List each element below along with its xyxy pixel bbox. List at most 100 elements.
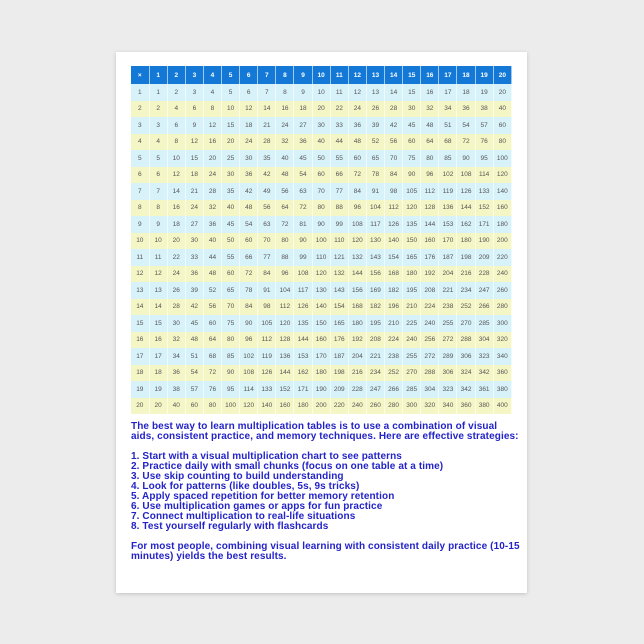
table-cell: 18: [167, 216, 186, 233]
table-cell: 33: [185, 249, 204, 266]
table-row: 7 7 14 21 28 35 42 49 56 63 70 77 84 91 98 105 112 119 126…: [131, 183, 513, 200]
table-cell: 24: [239, 133, 259, 150]
table-cell: 7: [149, 183, 168, 200]
table-cell: 12: [185, 133, 204, 150]
table-cell: 126: [384, 216, 404, 233]
table-cell: 96: [348, 199, 367, 216]
table-cell: 72: [348, 166, 367, 183]
table-cell: 9: [149, 216, 168, 233]
table-cell: 60: [221, 265, 241, 282]
table-cell: 13: [366, 84, 386, 101]
table-cell: 20: [149, 397, 168, 414]
table-cell: 144: [293, 331, 313, 348]
table-cell: 28: [167, 298, 186, 315]
table-cell: 216: [456, 265, 476, 282]
table-cell: 55: [330, 150, 349, 167]
table-row: 6 6 12 18 24 30 36 42 48 54 60 66 72 78 84 90 96 102 108 11…: [131, 166, 513, 183]
table-cell: 84: [348, 183, 367, 200]
table-cell: 26: [167, 282, 186, 299]
table-cell: 12: [149, 265, 168, 282]
row-header: 11: [131, 249, 150, 266]
table-cell: 51: [185, 348, 204, 365]
table-cell: 20: [493, 84, 513, 101]
table-cell: 238: [438, 298, 458, 315]
table-cell: 320: [493, 331, 513, 348]
table-cell: 44: [203, 249, 223, 266]
table-cell: 221: [438, 282, 458, 299]
table-cell: 171: [475, 216, 494, 233]
table-cell: 84: [239, 298, 259, 315]
table-cell: 38: [167, 381, 186, 398]
table-cell: 266: [384, 381, 404, 398]
table-row: 10 10 20 30 40 50 60 70 80 90 100 110 120 130 140 150 16…: [131, 232, 513, 249]
table-cell: 144: [420, 216, 440, 233]
table-cell: 126: [257, 364, 277, 381]
table-cell: 234: [366, 364, 386, 381]
table-cell: 104: [366, 199, 386, 216]
table-cell: 81: [293, 216, 313, 233]
table-cell: 96: [275, 265, 295, 282]
table-cell: 65: [366, 150, 386, 167]
table-cell: 36: [167, 364, 186, 381]
table-cell: 160: [275, 397, 295, 414]
row-header: 6: [131, 166, 150, 183]
table-cell: 300: [493, 315, 513, 332]
table-cell: 153: [438, 216, 458, 233]
table-cell: 76: [203, 381, 223, 398]
table-cell: 35: [221, 183, 241, 200]
table-cell: 49: [257, 183, 277, 200]
table-cell: 42: [239, 183, 259, 200]
table-cell: 280: [384, 397, 404, 414]
table-cell: 209: [475, 249, 494, 266]
table-cell: 68: [438, 133, 458, 150]
table-cell: 225: [402, 315, 422, 332]
table-cell: 30: [221, 166, 241, 183]
table-row: 15 15 30 45 60 75 90 105 120 135 150 165 180 195 210 22…: [131, 315, 513, 332]
table-cell: 95: [475, 150, 494, 167]
table-cell: 72: [293, 199, 313, 216]
table-cell: 180: [402, 265, 422, 282]
table-row: 4 4 8 12 16 20 24 28 32 36 40 44 48 52 56 60 64 68 72 76 80: [131, 133, 513, 150]
table-cell: 32: [275, 133, 295, 150]
table-cell: 144: [456, 199, 476, 216]
table-cell: 100: [493, 150, 513, 167]
row-header: 3: [131, 117, 150, 134]
table-cell: 15: [402, 84, 422, 101]
table-cell: 187: [330, 348, 349, 365]
table-cell: 12: [167, 166, 186, 183]
table-cell: 240: [493, 265, 513, 282]
table-cell: 150: [402, 232, 422, 249]
table-cell: 255: [402, 348, 422, 365]
table-cell: 4: [203, 84, 223, 101]
table-cell: 190: [475, 232, 494, 249]
table-cell: 120: [312, 265, 331, 282]
strategy-item: 1. Start with a visual multiplication ch…: [131, 451, 402, 462]
table-cell: 224: [384, 331, 404, 348]
corner-cell: ×: [131, 66, 150, 84]
table-cell: 50: [221, 232, 241, 249]
table-cell: 34: [167, 348, 186, 365]
table-cell: 51: [438, 117, 458, 134]
table-cell: 48: [420, 117, 440, 134]
table-row: 13 13 26 39 52 65 78 91 104 117 130 143 156 169 182 195…: [131, 282, 513, 299]
table-cell: 96: [420, 166, 440, 183]
table-cell: 306: [438, 364, 458, 381]
table-cell: 64: [203, 331, 223, 348]
column-header: 15: [402, 66, 422, 84]
table-cell: 105: [402, 183, 422, 200]
table-cell: 255: [438, 315, 458, 332]
table-cell: 16: [203, 133, 223, 150]
table-cell: 198: [330, 364, 349, 381]
table-cell: 8: [203, 100, 223, 117]
table-cell: 180: [348, 315, 367, 332]
table-cell: 144: [275, 364, 295, 381]
table-cell: 40: [275, 150, 295, 167]
table-cell: 176: [330, 331, 349, 348]
table-cell: 198: [456, 249, 476, 266]
table-cell: 15: [149, 315, 168, 332]
table-cell: 144: [348, 265, 367, 282]
table-cell: 162: [456, 216, 476, 233]
table-cell: 80: [203, 397, 223, 414]
table-cell: 70: [384, 150, 404, 167]
table-cell: 5: [221, 84, 241, 101]
